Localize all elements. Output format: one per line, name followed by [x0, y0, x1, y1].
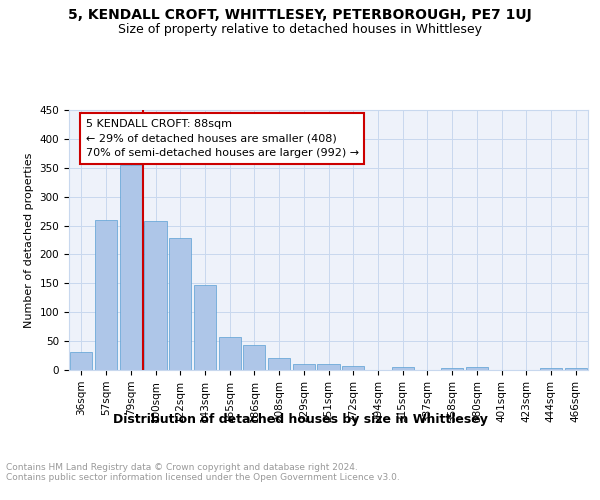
Text: 5, KENDALL CROFT, WHITTLESEY, PETERBOROUGH, PE7 1UJ: 5, KENDALL CROFT, WHITTLESEY, PETERBOROU… — [68, 8, 532, 22]
Bar — [565, 368, 587, 370]
Bar — [243, 345, 265, 370]
Bar — [540, 368, 562, 370]
Bar — [119, 165, 142, 370]
Bar — [95, 220, 117, 370]
Bar — [70, 352, 92, 370]
Bar — [218, 337, 241, 370]
Text: Distribution of detached houses by size in Whittlesey: Distribution of detached houses by size … — [113, 412, 487, 426]
Text: Size of property relative to detached houses in Whittlesey: Size of property relative to detached ho… — [118, 22, 482, 36]
Bar — [169, 238, 191, 370]
Bar — [342, 366, 364, 370]
Bar — [145, 221, 167, 370]
Bar — [441, 368, 463, 370]
Text: 5 KENDALL CROFT: 88sqm
← 29% of detached houses are smaller (408)
70% of semi-de: 5 KENDALL CROFT: 88sqm ← 29% of detached… — [86, 118, 359, 158]
Bar — [317, 364, 340, 370]
Bar — [392, 367, 414, 370]
Y-axis label: Number of detached properties: Number of detached properties — [24, 152, 34, 328]
Bar — [293, 364, 315, 370]
Bar — [466, 367, 488, 370]
Bar — [194, 285, 216, 370]
Bar — [268, 358, 290, 370]
Text: Contains HM Land Registry data © Crown copyright and database right 2024.
Contai: Contains HM Land Registry data © Crown c… — [6, 462, 400, 482]
